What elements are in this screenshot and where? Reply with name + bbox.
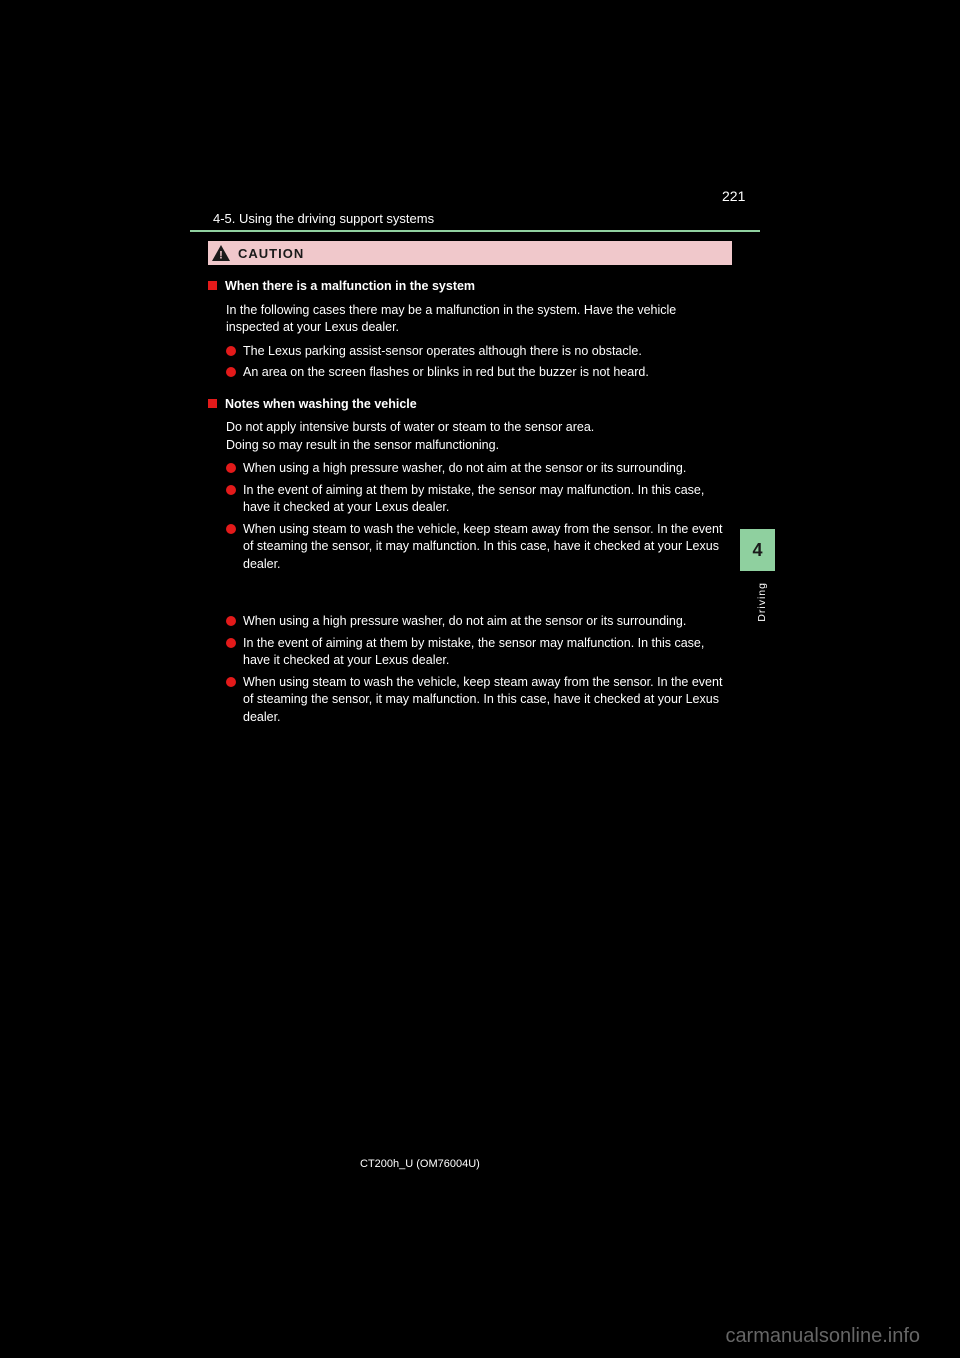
chapter-number: 4 <box>752 540 762 561</box>
bullet-text: In the event of aiming at them by mistak… <box>243 635 732 670</box>
bullet-marker-icon <box>226 463 236 473</box>
bullet-item: In the event of aiming at them by mistak… <box>226 482 732 517</box>
bullet-marker-icon <box>226 638 236 648</box>
bullet-item: When using steam to wash the vehicle, ke… <box>226 674 732 727</box>
header-divider <box>190 230 760 232</box>
page-number: 221 <box>722 188 745 204</box>
bullet-text: When using a high pressure washer, do no… <box>243 613 732 631</box>
warning-triangle-icon: ! <box>212 245 230 261</box>
bullet-item: An area on the screen flashes or blinks … <box>226 364 732 382</box>
bullet-marker-icon <box>226 677 236 687</box>
bullet-text: When using a high pressure washer, do no… <box>243 460 732 478</box>
watermark: carmanualsonline.info <box>725 1325 920 1348</box>
bullet-marker-icon <box>226 524 236 534</box>
bullet-marker-icon <box>226 367 236 377</box>
bullet-item: When using a high pressure washer, do no… <box>226 460 732 478</box>
bullet-marker-icon <box>226 616 236 626</box>
bullet-marker-icon <box>226 485 236 495</box>
caution-label: CAUTION <box>238 246 304 261</box>
bullet-text: In the event of aiming at them by mistak… <box>243 482 732 517</box>
section-intro: In the following cases there may be a ma… <box>226 302 732 337</box>
bullet-marker-icon <box>226 346 236 356</box>
chapter-tab[interactable]: 4 <box>740 529 775 571</box>
bullet-item: When using steam to wash the vehicle, ke… <box>226 521 732 574</box>
section-heading: When there is a malfunction in the syste… <box>208 278 732 296</box>
bullet-item: In the event of aiming at them by mistak… <box>226 635 732 670</box>
section-marker-icon <box>208 399 217 408</box>
section-title: When there is a malfunction in the syste… <box>225 278 475 296</box>
chapter-label: Driving <box>756 582 768 622</box>
section-intro: Do not apply intensive bursts of water o… <box>226 419 732 454</box>
bullet-item: The Lexus parking assist-sensor operates… <box>226 343 732 361</box>
caution-header: ! CAUTION <box>208 241 732 265</box>
section-heading: Notes when washing the vehicle <box>208 396 732 414</box>
section-reference: 4-5. Using the driving support systems <box>213 211 434 226</box>
section-title: Notes when washing the vehicle <box>225 396 417 414</box>
section-marker-icon <box>208 281 217 290</box>
svg-text:!: ! <box>219 250 223 262</box>
caution-content: When there is a malfunction in the syste… <box>208 278 732 740</box>
bullet-text: The Lexus parking assist-sensor operates… <box>243 343 732 361</box>
bullet-text: When using steam to wash the vehicle, ke… <box>243 521 732 574</box>
bullet-text: An area on the screen flashes or blinks … <box>243 364 732 382</box>
bullet-text: When using steam to wash the vehicle, ke… <box>243 674 732 727</box>
vehicle-code: CT200h_U (OM76004U) <box>360 1158 480 1170</box>
bullet-item: When using a high pressure washer, do no… <box>226 613 732 631</box>
